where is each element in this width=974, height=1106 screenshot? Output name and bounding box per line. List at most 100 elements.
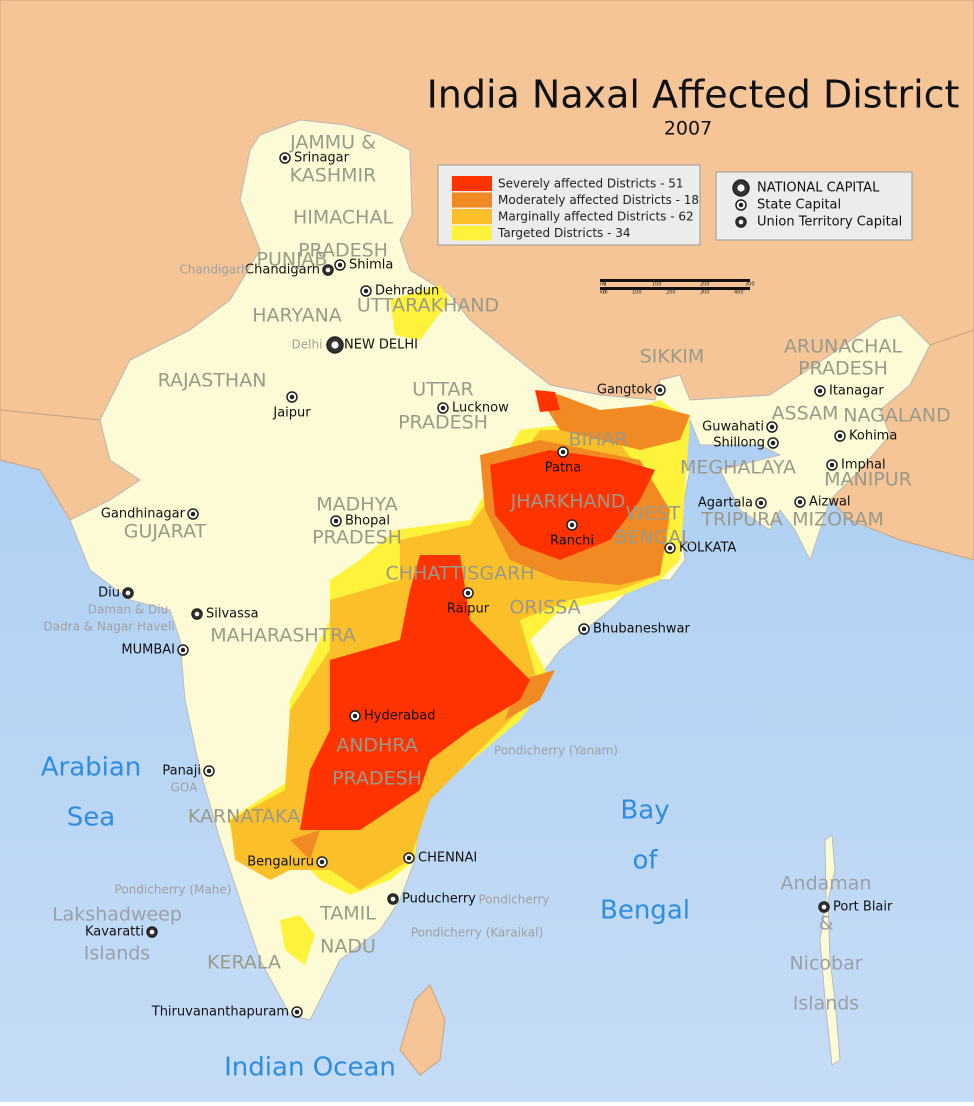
city-label: Hyderabad (364, 709, 436, 724)
city-label: Kavaratti (85, 925, 144, 940)
capital-marker-center (667, 545, 673, 551)
territory-label: Pondicherry (478, 893, 549, 907)
region-label: UTTARAKHAND (357, 295, 499, 317)
territory-label: Dadra & Nagar Haveli (43, 620, 174, 634)
city-label: Dehradun (375, 284, 439, 299)
island-label: Lakshadweep (52, 904, 182, 926)
capital-marker-center (325, 267, 331, 273)
territory-label: Pondicherry (Karaikal) (411, 926, 543, 940)
city-label: Lucknow (452, 401, 509, 416)
region-label: PRADESH (312, 527, 402, 549)
scale-bar (600, 287, 750, 290)
capital-legend-label: Union Territory Capital (757, 215, 902, 230)
city-label: Shillong (713, 436, 765, 451)
territory-label: GOA (171, 781, 199, 795)
region-label: ARUNACHAL (784, 336, 903, 358)
region-label: MIZORAM (792, 509, 884, 531)
island-label: Islands (793, 993, 859, 1015)
island-label: Islands (84, 943, 150, 965)
legend-swatch (452, 176, 492, 191)
water-label: Bay (620, 796, 669, 826)
water-label: Indian Ocean (224, 1053, 396, 1083)
region-label: MANIPUR (824, 469, 912, 491)
capital-marker-center (440, 405, 446, 411)
capital-marker-center (331, 341, 339, 349)
capital-legend-label: State Capital (757, 198, 841, 213)
capital-legend-box (715, 171, 913, 241)
capital-marker-center (560, 449, 566, 455)
andaman-islands (819, 834, 841, 1066)
capital-marker-center (657, 387, 663, 393)
region-label: JHARKHAND (510, 491, 626, 513)
capital-marker-center (352, 713, 358, 719)
territory-label: Chandigarh (179, 263, 248, 277)
capital-marker-center (817, 388, 823, 394)
scale-label: 100 (652, 282, 662, 288)
region-label: BENGAL (614, 527, 692, 549)
capital-marker-center (319, 859, 325, 865)
city-label: Silvassa (206, 607, 259, 622)
scale-label: 0 (603, 282, 606, 288)
region-label: MADHYA (316, 494, 397, 516)
capital-marker-center (282, 155, 288, 161)
legend-label: Severely affected Districts - 51 (498, 177, 684, 191)
region-label: PUNJAB (257, 249, 328, 271)
city-label: Shimla (349, 258, 393, 273)
city-label: Bhopal (345, 514, 390, 529)
city-label: Jaipur (272, 406, 311, 421)
capital-marker-center (769, 424, 775, 430)
scale-label: 100 (632, 290, 642, 296)
region-label: MEGHALAYA (680, 457, 796, 479)
scale-bar (600, 279, 750, 282)
map-title: India Naxal Affected District (427, 73, 960, 117)
scale-label: km (600, 290, 608, 296)
region-label: ORISSA (509, 597, 580, 619)
region-label: HIMACHAL (293, 207, 393, 229)
island-label: Nicobar (789, 953, 862, 975)
scale-label: mi (600, 282, 606, 288)
region-label: RAJASTHAN (158, 370, 267, 392)
scale-label: 200 (666, 290, 676, 296)
legend-swatch (452, 209, 492, 224)
region-label: PRADESH (332, 768, 422, 790)
region-label: JAMMU & (289, 132, 376, 154)
territory-label: Delhi (292, 338, 323, 352)
city-label: Srinagar (294, 151, 350, 166)
capital-marker-center (390, 896, 396, 902)
capital-marker-center (180, 647, 186, 653)
region-label: KARNATAKA (188, 806, 300, 828)
capital-marker-center (125, 590, 131, 596)
scale-label: 0 (603, 290, 606, 296)
capital-marker-center (738, 202, 744, 208)
region-label: PRADESH (798, 358, 888, 380)
capital-marker-center (190, 511, 196, 517)
region-label: WEST (626, 503, 681, 525)
territory-label: Daman & Diu (88, 603, 168, 617)
city-label: Patna (545, 461, 582, 476)
city-label: Puducherry (402, 892, 476, 907)
city-label: NEW DELHI (344, 338, 418, 353)
city-label: Guwahati (702, 420, 764, 435)
city-label: Port Blair (833, 900, 893, 915)
region-label: NAGALAND (843, 405, 950, 427)
water-label: Arabian (41, 753, 142, 783)
region-label: NADU (320, 936, 376, 958)
water-label: Sea (67, 803, 115, 833)
city-label: Ranchi (550, 534, 594, 549)
city-label: Gandhinagar (101, 507, 186, 522)
city-label: Imphal (841, 458, 886, 473)
region-label: PRADESH (398, 412, 488, 434)
island-label: & (819, 913, 834, 935)
legend-swatch (452, 225, 492, 241)
map-subtitle: 2007 (664, 118, 712, 140)
region-label: GUJARAT (124, 521, 207, 543)
capital-marker-center (797, 499, 803, 505)
city-label: Gangtok (597, 383, 653, 398)
city-label: Bhubaneshwar (593, 622, 690, 637)
capital-marker-center (758, 500, 764, 506)
city-label: Diu (98, 586, 120, 601)
region-label: CHHATTISGARH (385, 563, 534, 585)
city-label: Itanagar (829, 384, 884, 399)
scale-label: 200 (700, 282, 710, 288)
capital-marker-center (289, 394, 295, 400)
